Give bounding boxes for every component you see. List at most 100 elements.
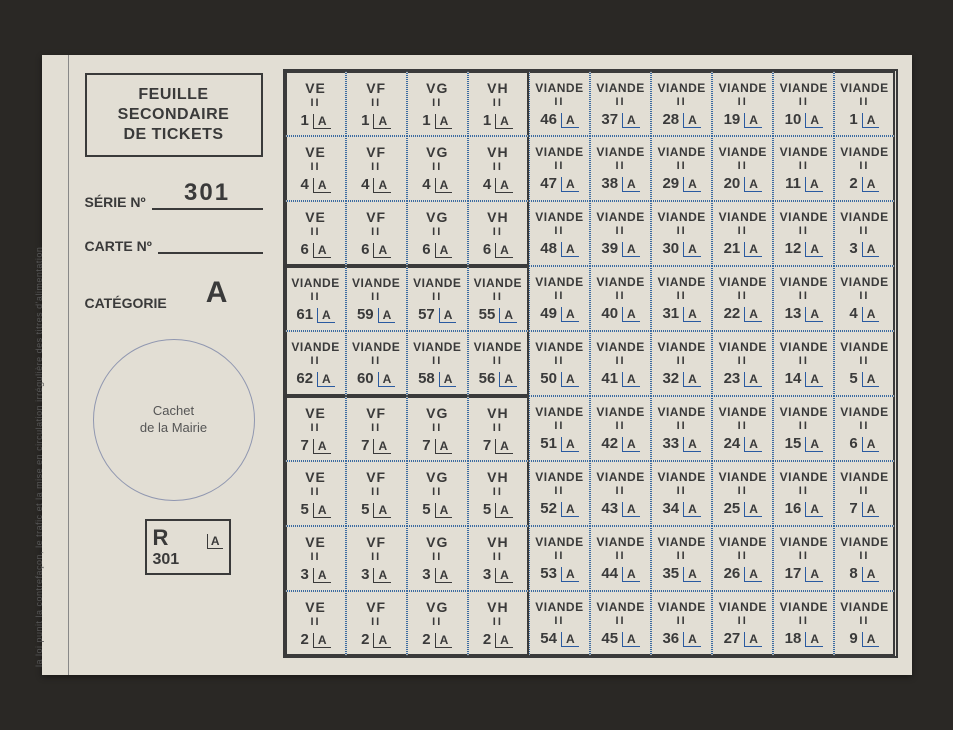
- ticket-ve: VEII2A: [285, 591, 346, 656]
- ticket-vh: VHII1A: [468, 71, 529, 136]
- ticket-vh: VHII3A: [468, 526, 529, 591]
- ticket-vg: VGII5A: [407, 461, 468, 526]
- ticket-viande: VIANDEII53A: [529, 526, 590, 591]
- ticket-viande: VIANDEII38A: [590, 136, 651, 201]
- ticket-viande: VIANDEII23A: [712, 331, 773, 396]
- field-carte: CARTE Nº: [85, 232, 263, 254]
- ticket-ve: VEII7A: [285, 396, 346, 461]
- ticket-viande: VIANDEII11A: [773, 136, 834, 201]
- ticket-viande: VIANDEII5A: [834, 331, 895, 396]
- ticket-viande: VIANDEII44A: [590, 526, 651, 591]
- ticket-vg: VGII7A: [407, 396, 468, 461]
- ticket-viande: VIANDEII20A: [712, 136, 773, 201]
- ticket-viande: VIANDEII49A: [529, 266, 590, 331]
- ticket-viande: VIANDEII60A: [346, 331, 407, 396]
- title-l1: FEUILLE: [91, 85, 257, 105]
- ticket-viande: VIANDEII50A: [529, 331, 590, 396]
- ticket-viande: VIANDEII42A: [590, 396, 651, 461]
- ticket-ve: VEII6A: [285, 201, 346, 266]
- ticket-viande: VIANDEII52A: [529, 461, 590, 526]
- title-l3: DE TICKETS: [91, 125, 257, 145]
- ticket-ve: VEII3A: [285, 526, 346, 591]
- ticket-vg: VGII2A: [407, 591, 468, 656]
- ticket-viande: VIANDEII17A: [773, 526, 834, 591]
- ticket-vf: VFII5A: [346, 461, 407, 526]
- ticket-viande: VIANDEII24A: [712, 396, 773, 461]
- ticket-viande: VIANDEII18A: [773, 591, 834, 656]
- ticket-viande: VIANDEII59A: [346, 266, 407, 331]
- grid-inner: VEII1AVFII1AVGII1AVHII1AVIANDEII46AVIAND…: [283, 69, 898, 658]
- ticket-viande: VIANDEII26A: [712, 526, 773, 591]
- ticket-viande: VIANDEII32A: [651, 331, 712, 396]
- r-num: 301: [153, 551, 223, 569]
- cachet-stamp-circle: Cachet de la Mairie: [93, 339, 255, 501]
- cat-label: CATÉGORIE: [85, 295, 167, 311]
- ticket-viande: VIANDEII46A: [529, 71, 590, 136]
- ticket-vf: VFII1A: [346, 71, 407, 136]
- ticket-viande: VIANDEII13A: [773, 266, 834, 331]
- side-strip: la loi punit la contrefaçon, le trafic e…: [42, 55, 69, 675]
- ticket-viande: VIANDEII41A: [590, 331, 651, 396]
- ticket-viande: VIANDEII16A: [773, 461, 834, 526]
- ticket-viande: VIANDEII47A: [529, 136, 590, 201]
- ticket-viande: VIANDEII3A: [834, 201, 895, 266]
- ticket-viande: VIANDEII35A: [651, 526, 712, 591]
- ticket-vg: VGII1A: [407, 71, 468, 136]
- ticket-vh: VHII6A: [468, 201, 529, 266]
- ticket-vf: VFII4A: [346, 136, 407, 201]
- ticket-vh: VHII4A: [468, 136, 529, 201]
- title-l2: SECONDAIRE: [91, 105, 257, 125]
- ticket-viande: VIANDEII57A: [407, 266, 468, 331]
- title-box: FEUILLE SECONDAIRE DE TICKETS: [85, 73, 263, 157]
- ticket-viande: VIANDEII12A: [773, 201, 834, 266]
- carte-value: [158, 232, 263, 254]
- r-box: R A 301: [145, 519, 231, 575]
- ticket-vh: VHII5A: [468, 461, 529, 526]
- ticket-viande: VIANDEII9A: [834, 591, 895, 656]
- cachet-l1: Cachet: [153, 403, 194, 420]
- ticket-viande: VIANDEII56A: [468, 331, 529, 396]
- ticket-viande: VIANDEII30A: [651, 201, 712, 266]
- ticket-ve: VEII5A: [285, 461, 346, 526]
- ticket-viande: VIANDEII10A: [773, 71, 834, 136]
- ticket-viande: VIANDEII15A: [773, 396, 834, 461]
- ticket-viande: VIANDEII6A: [834, 396, 895, 461]
- ticket-viande: VIANDEII34A: [651, 461, 712, 526]
- ticket-ve: VEII4A: [285, 136, 346, 201]
- ticket-vf: VFII3A: [346, 526, 407, 591]
- ticket-viande: VIANDEII37A: [590, 71, 651, 136]
- ticket-viande: VIANDEII61A: [285, 266, 346, 331]
- cachet-l2: de la Mairie: [140, 420, 207, 437]
- ticket-vg: VGII6A: [407, 201, 468, 266]
- ticket-viande: VIANDEII43A: [590, 461, 651, 526]
- ticket-viande: VIANDEII54A: [529, 591, 590, 656]
- carte-label: CARTE Nº: [85, 238, 152, 254]
- ticket-viande: VIANDEII22A: [712, 266, 773, 331]
- ticket-viande: VIANDEII25A: [712, 461, 773, 526]
- left-panel: FEUILLE SECONDAIRE DE TICKETS SÉRIE Nº 3…: [69, 55, 279, 675]
- ticket-viande: VIANDEII36A: [651, 591, 712, 656]
- ticket-viande: VIANDEII58A: [407, 331, 468, 396]
- field-categorie: CATÉGORIE A: [85, 276, 263, 311]
- ticket-vg: VGII3A: [407, 526, 468, 591]
- ticket-viande: VIANDEII51A: [529, 396, 590, 461]
- ticket-vg: VGII4A: [407, 136, 468, 201]
- ticket-viande: VIANDEII2A: [834, 136, 895, 201]
- serie-value: 301: [152, 179, 263, 210]
- ticket-viande: VIANDEII48A: [529, 201, 590, 266]
- ticket-grid: VEII1AVFII1AVGII1AVHII1AVIANDEII46AVIAND…: [279, 55, 912, 675]
- ticket-viande: VIANDEII33A: [651, 396, 712, 461]
- ticket-viande: VIANDEII55A: [468, 266, 529, 331]
- ticket-viande: VIANDEII21A: [712, 201, 773, 266]
- ticket-vf: VFII2A: [346, 591, 407, 656]
- serie-label: SÉRIE Nº: [85, 194, 146, 210]
- ticket-viande: VIANDEII19A: [712, 71, 773, 136]
- ticket-vf: VFII7A: [346, 396, 407, 461]
- ticket-vh: VHII7A: [468, 396, 529, 461]
- r-letter: R: [153, 525, 169, 551]
- ticket-viande: VIANDEII62A: [285, 331, 346, 396]
- ticket-viande: VIANDEII1A: [834, 71, 895, 136]
- ticket-viande: VIANDEII31A: [651, 266, 712, 331]
- ticket-viande: VIANDEII45A: [590, 591, 651, 656]
- field-serie: SÉRIE Nº 301: [85, 179, 263, 210]
